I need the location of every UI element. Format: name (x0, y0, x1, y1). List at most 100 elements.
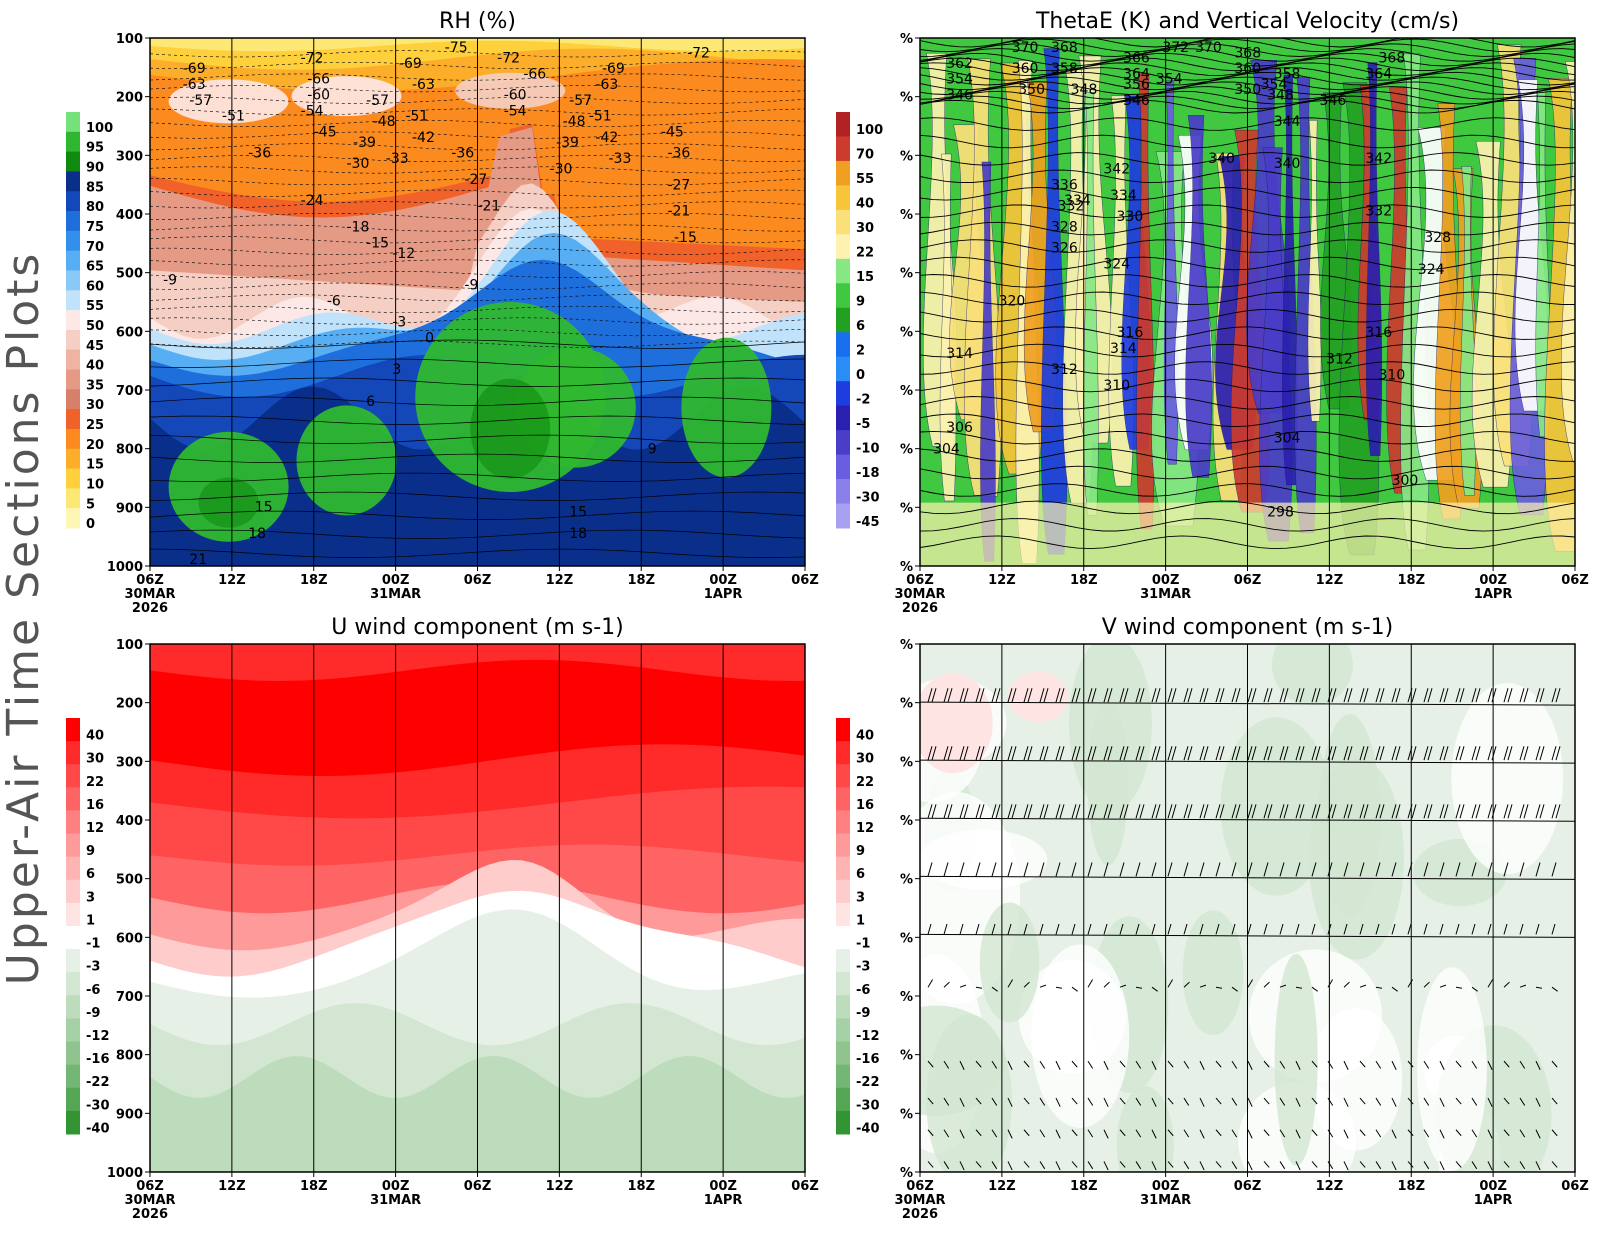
wind-barb-feather (979, 688, 985, 703)
wind-barb (1519, 1097, 1526, 1106)
y-tick-label: 1000 (107, 560, 143, 575)
wind-barb (1199, 1129, 1205, 1139)
x-tick-label: 12Z (218, 573, 246, 588)
wind-barb (1007, 1097, 1013, 1107)
wind-barb (1199, 688, 1205, 703)
colorbar-label: 30 (86, 752, 104, 767)
wind-barb (1343, 923, 1348, 935)
wind-barb (1007, 1060, 1013, 1070)
wind-barb (1167, 979, 1174, 988)
colorbar-label: 12 (856, 821, 874, 836)
moist-blob (296, 405, 397, 516)
year-label: 2026 (902, 1207, 938, 1222)
contour-label: 342 (1103, 161, 1130, 177)
wind-barb (943, 688, 949, 703)
wind-barb (959, 984, 967, 988)
wind-barb (1023, 688, 1029, 703)
contour-label: 328 (1424, 230, 1451, 246)
wind-barb (975, 688, 981, 703)
colorbar-label: 100 (856, 123, 883, 138)
wind-barb (1247, 746, 1253, 761)
wind-barb (1231, 1129, 1238, 1138)
wind-barb (1007, 1129, 1013, 1139)
wind-barb (1423, 804, 1429, 819)
contour-label: 312 (1051, 362, 1078, 378)
wind-barb (1375, 1129, 1382, 1138)
wind-barb (1503, 1097, 1510, 1105)
wind-barb-feather (1075, 746, 1081, 761)
wind-barb (1359, 1161, 1366, 1168)
colorbar-swatch (836, 160, 850, 186)
wind-barb (1007, 688, 1013, 703)
wind-barb (1039, 984, 1047, 988)
colorbar-swatch (836, 454, 850, 480)
wind-barb (1471, 923, 1476, 935)
colorbar-label: -30 (856, 1098, 880, 1113)
x-tick-label: 06Z (1561, 1179, 1589, 1194)
wind-barb (1119, 1129, 1126, 1137)
wind-barb-feather (1539, 746, 1545, 761)
wind-barb (1359, 804, 1365, 819)
wind-barb (1279, 862, 1285, 877)
colorbar-label: -40 (856, 1121, 880, 1136)
wind-barb (1215, 746, 1221, 761)
contour-label: -39 (353, 135, 376, 151)
colorbar-label: 3 (856, 890, 865, 905)
contour-label: 310 (1103, 378, 1130, 394)
wind-barb-feather (1075, 688, 1081, 703)
contour-label: -63 (412, 77, 435, 93)
colorbar-label: -40 (86, 1121, 110, 1136)
wind-barb (1167, 1161, 1174, 1168)
wind-barb (927, 923, 932, 935)
wind-barb (1295, 746, 1301, 761)
wind-barb (1279, 1060, 1286, 1069)
wind-barb (927, 1129, 934, 1137)
wind-barb (1055, 1060, 1061, 1070)
wind-barb (1183, 1097, 1190, 1106)
contour-label: 358 (1051, 61, 1078, 77)
contour-label: -33 (609, 151, 632, 167)
y-tick-label: 600 (116, 931, 143, 946)
wind-barb-feather (1555, 804, 1561, 819)
colorbar-swatch (66, 468, 80, 489)
colorbar-label: 22 (856, 775, 874, 790)
wind-barb-feather (947, 746, 953, 761)
date-label: 1APR (1474, 587, 1513, 602)
wind-barb (959, 688, 965, 703)
colorbar-label: 1 (86, 913, 95, 928)
contour-label: 334 (1110, 188, 1137, 204)
x-tick-label: 06Z (1561, 573, 1589, 588)
y-tick-label: 700 (116, 990, 143, 1005)
wind-barb (1343, 804, 1349, 819)
wind-barb (1327, 979, 1334, 988)
wind-barb (1375, 804, 1381, 819)
wind-barb (1295, 1129, 1301, 1139)
wind-barb (1423, 1060, 1430, 1069)
contour-label: -72 (301, 51, 324, 67)
wind-barb (991, 1097, 998, 1106)
colorbar-label: 40 (856, 729, 874, 744)
wind-barb-feather (1107, 804, 1113, 819)
contour-label: -66 (307, 72, 330, 88)
wind-barb (1279, 804, 1285, 819)
wind-barb (1343, 1097, 1349, 1107)
colorbar-label: 55 (856, 172, 874, 187)
wind-barb (1519, 688, 1525, 703)
dry-core (168, 79, 289, 124)
y-tick-label: % (900, 443, 913, 458)
wind-barb (1151, 804, 1157, 819)
contour-label: -51 (589, 109, 612, 125)
velocity-cell (1366, 62, 1383, 456)
wind-barb-feather (1075, 804, 1081, 819)
x-tick-label: 18Z (1397, 1179, 1425, 1194)
y-tick-label: 100 (116, 32, 143, 47)
contour-label: 0 (425, 330, 434, 346)
wind-barb (1391, 862, 1397, 877)
moist-core (198, 477, 259, 528)
wind-barb (1263, 1129, 1270, 1137)
wind-barb (1039, 862, 1045, 877)
wind-barb (1055, 688, 1061, 703)
wind-barb (1199, 804, 1205, 819)
colorbar-label: 6 (856, 867, 865, 882)
contour-label: -12 (392, 246, 415, 262)
